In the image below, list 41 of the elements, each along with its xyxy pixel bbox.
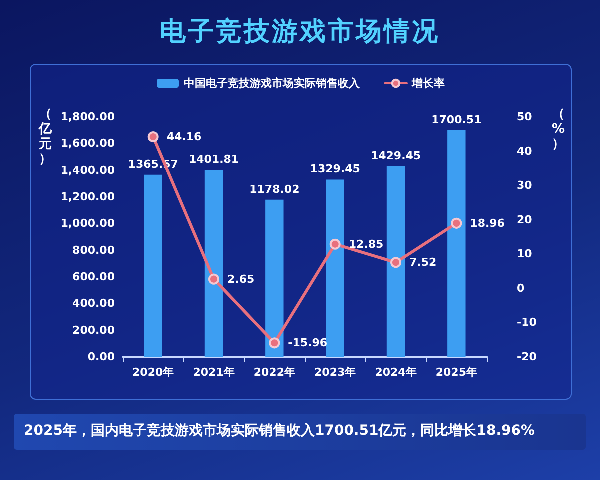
legend-label: 中国电子竞技游戏市场实际销售收入: [184, 77, 361, 90]
y2-tick-label: 30: [517, 179, 533, 192]
data-label: 1700.51: [432, 113, 482, 126]
text: 2025年，国内电子竞技游戏市场实际销售收入1700.51亿元，同比增长18.96%: [14, 414, 586, 450]
y2-tick-label: 10: [517, 248, 533, 261]
data-label: 1178.02: [250, 182, 300, 196]
y2-tick-label: 20: [517, 213, 533, 226]
y-tick-label: 800.00: [72, 244, 116, 257]
y-tick-label: 1,000.00: [60, 217, 116, 230]
y-tick-label: 400.00: [72, 297, 116, 310]
y-tick-label: 0.00: [88, 350, 116, 364]
y2-tick-label: 0: [517, 282, 525, 295]
y-tick-label: 200.00: [72, 324, 116, 337]
data-label: 18.96: [470, 216, 506, 230]
data-label: 12.85: [348, 238, 384, 251]
y2-tick-label: -10: [517, 316, 538, 330]
data-label: 44.16: [166, 130, 202, 144]
y-tick-label: 1,800.00: [60, 110, 116, 124]
y-tick-label: 1,600.00: [60, 137, 116, 150]
y2-tick-label: 40: [517, 144, 533, 158]
data-label: 1429.45: [370, 149, 422, 162]
chart-title: 电子竞技游戏市场情况: [159, 16, 441, 49]
data-label: 7.52: [410, 256, 437, 270]
y2-tick-label: -20: [517, 350, 538, 364]
y-tick-label: 1,400.00: [60, 164, 116, 177]
x-tick-label: 2024年: [375, 366, 417, 379]
data-label: 1401.81: [188, 153, 240, 166]
x-tick-label: 2023年: [314, 366, 356, 379]
y-tick-label: 600.00: [72, 270, 116, 284]
legend-label: 增长率: [411, 77, 445, 90]
data-label: 2.65: [228, 272, 255, 286]
y2-axis-title: （%）: [552, 107, 566, 152]
data-label: 1329.45: [310, 162, 360, 176]
x-tick-label: 2025年: [436, 366, 478, 379]
x-tick-label: 2022年: [254, 366, 296, 379]
data-label: -15.96: [288, 336, 328, 350]
y-tick-label: 1,200.00: [60, 190, 116, 204]
y2-tick-label: 50: [517, 110, 533, 124]
x-tick-label: 2020年: [132, 366, 174, 379]
y-axis-title: （亿元）: [38, 107, 53, 167]
x-tick-label: 2021年: [193, 366, 235, 379]
